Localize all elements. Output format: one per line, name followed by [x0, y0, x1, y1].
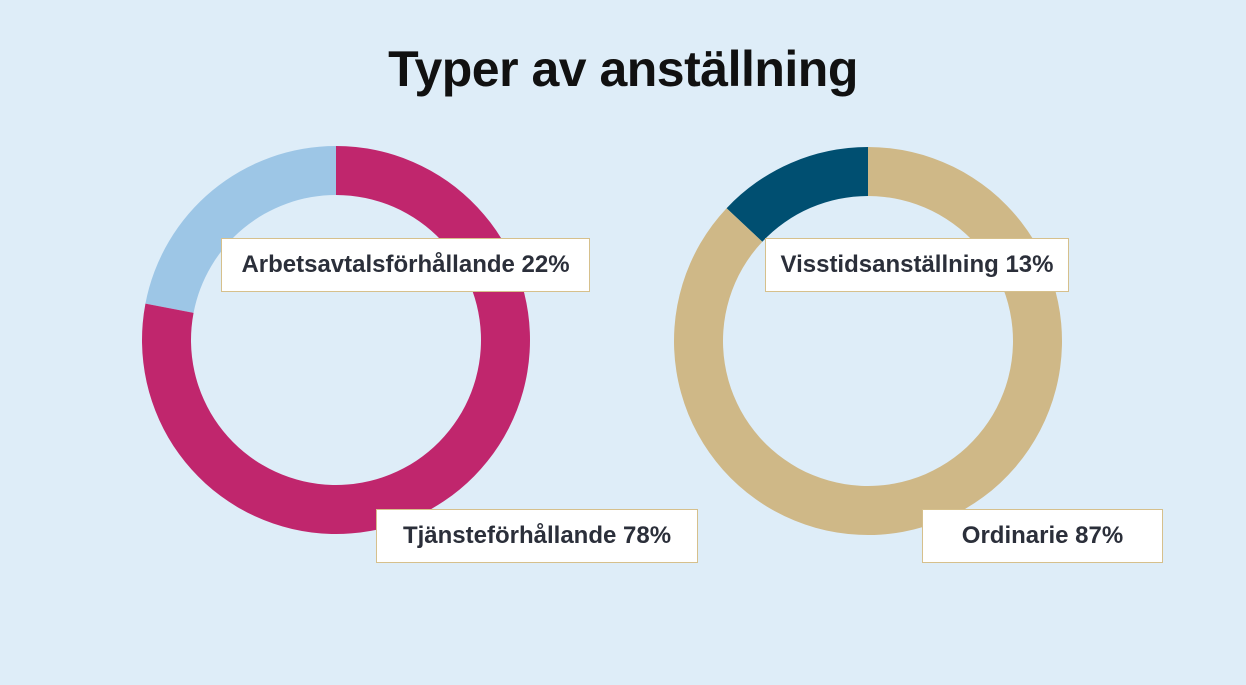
chart-title: Typer av anställning	[388, 41, 858, 97]
slice-visstidsanstallning	[726, 147, 868, 242]
slice-label-ordinarie: Ordinarie 87%	[922, 509, 1163, 563]
slice-label-tjansteforhallande: Tjänsteförhållande 78%	[376, 509, 698, 563]
donut-chart-tenure	[673, 147, 1062, 535]
donut-chart-employment-contract	[142, 146, 531, 534]
slice-label-arbetsavtalsforhallande: Arbetsavtalsförhållande 22%	[221, 238, 590, 292]
slice-arbetsavtalsforhallande	[145, 146, 336, 313]
slice-label-visstidsanstallning: Visstidsanställning 13%	[765, 238, 1069, 292]
